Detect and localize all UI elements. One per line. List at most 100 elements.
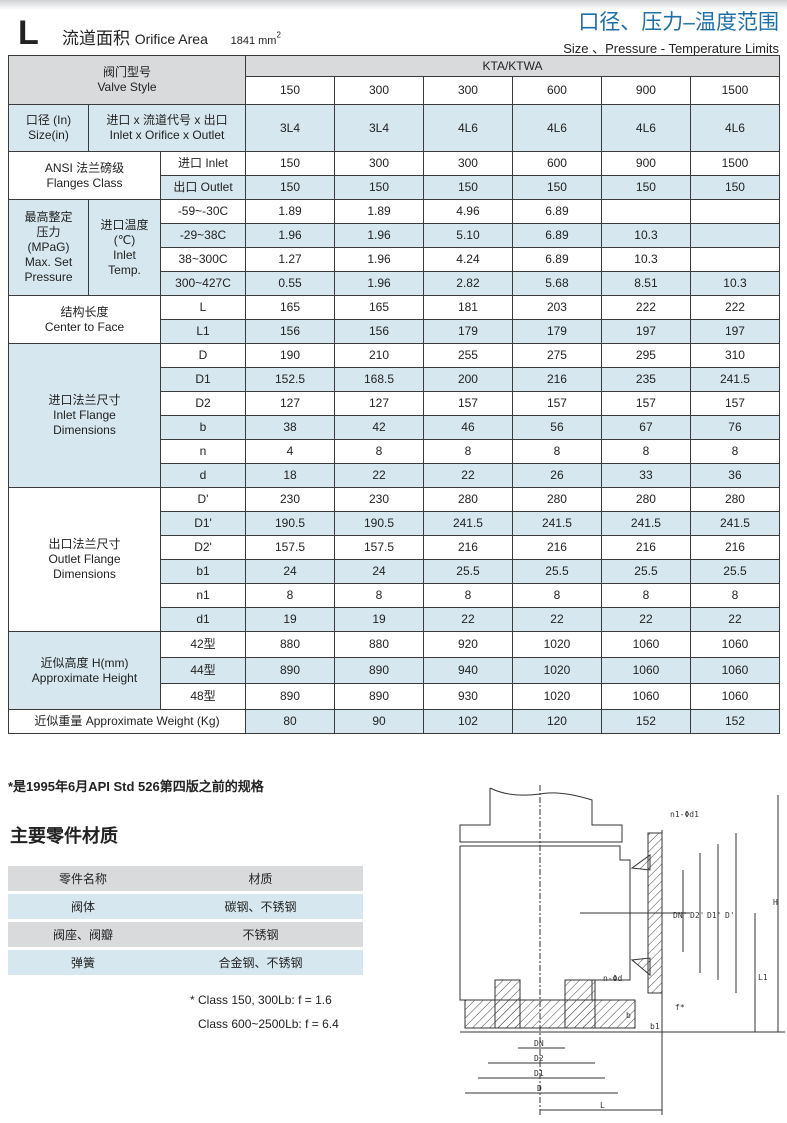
value-cell: 157 (511, 391, 602, 416)
part-name: 阀体 (70, 900, 95, 914)
value-cell: 890 (245, 683, 335, 710)
value-cell: 1020 (511, 683, 602, 710)
value-cell: 1020 (511, 657, 602, 684)
label-nd: n-Φd (603, 974, 622, 983)
value-cell: 8 (600, 439, 691, 464)
value-cell: 22 (422, 463, 513, 488)
orifice-area: 流道面积 Orifice Area 1841 mm2 (62, 24, 281, 49)
value-cell: 241.5 (600, 511, 691, 536)
materials-row: 阀座、阀瓣 不锈钢 (8, 922, 363, 947)
value-cell: 190 (245, 343, 335, 368)
value-cell: 8 (245, 583, 335, 608)
material: 碳钢、不锈钢 (224, 900, 297, 914)
value-cell: 275 (511, 343, 602, 368)
label-f: f* (675, 1003, 685, 1012)
row-label: D2' (159, 535, 247, 560)
value-cell: 24 (245, 559, 335, 584)
value-cell: 8 (334, 583, 424, 608)
row-label: 进口 Inlet (159, 151, 247, 176)
inlet-flange-row: D1 152.5 168.5 200 216 235 241.5 (9, 367, 781, 392)
value-cell: 203 (511, 295, 602, 320)
inlet-flange-row: D2 127 127 157 157 157 157 (9, 391, 781, 416)
class-cell: 600 (511, 76, 602, 105)
value-cell: 241.5 (689, 367, 781, 392)
value-cell: 25.5 (511, 559, 602, 584)
orifice-value: 1841 mm (230, 35, 277, 47)
orifice-cn: 流道面积 (62, 29, 130, 48)
value-cell: 280 (511, 487, 602, 512)
value-cell: 150 (511, 175, 602, 200)
value-cell: 216 (600, 535, 691, 560)
value-cell: 127 (334, 391, 424, 416)
size-sublabel: 进口 x 流道代号 x 出口 Inlet x Orifice x Outlet (87, 104, 247, 152)
value-cell: 25.5 (600, 559, 691, 584)
value-cell: 920 (422, 631, 513, 658)
value-cell: 900 (600, 151, 691, 176)
value-cell: 1020 (511, 631, 602, 658)
value-cell: 150 (245, 175, 335, 200)
label-h: H (773, 898, 778, 907)
valve-style-label: 阀门型号 Valve Style (7, 55, 247, 105)
value-cell: 25.5 (689, 559, 781, 584)
value-cell: 1060 (600, 683, 691, 710)
weight-cell: 120 (511, 709, 602, 734)
value-cell: 216 (511, 535, 602, 560)
weight-cell: 152 (600, 709, 691, 734)
label-d2: D2 (534, 1054, 544, 1063)
header-material: 材质 (248, 872, 273, 886)
value-cell: 10.3 (600, 247, 691, 272)
row-label: D (159, 343, 247, 368)
value-cell: 222 (600, 295, 691, 320)
value-cell: 152.5 (245, 367, 335, 392)
spec-table: 阀门型号 Valve Style KTA/KTWA 150 300 300 600 900 1… (7, 55, 781, 734)
row-label: 出口 Outlet (159, 175, 247, 200)
weight-row: 近似重量 Approximate Weight (Kg) 80 90 102 120 15… (7, 709, 781, 734)
value-cell: 216 (511, 367, 602, 392)
value-cell: 6.89 (511, 199, 602, 224)
height-row: 近似高度 H(mm) Approximate Height 42型 880 880 92… (8, 631, 781, 710)
row-label: d1 (159, 607, 247, 632)
value-cell: 165 (245, 295, 335, 320)
label-l1: L1 (758, 973, 768, 982)
pressure-group-label: 最高整定 压力 (MPaG) Max. Set Pressure (8, 199, 89, 296)
value-cell: 157 (689, 391, 781, 416)
value-cell: 890 (334, 657, 424, 684)
row-label: 300~427C (159, 271, 247, 296)
label-dp: D' (725, 911, 735, 920)
row-label: D2 (159, 391, 247, 416)
size-cell: 4L6 (600, 104, 691, 152)
value-cell: 241.5 (422, 511, 513, 536)
value-cell: 1.96 (334, 247, 424, 272)
value-cell: 19 (245, 607, 335, 632)
row-label: 48型 (159, 683, 247, 710)
inlet-flange-row: 进口法兰尺寸 Inlet Flange Dimensions D 190 210 255… (8, 343, 781, 488)
value-cell: 24 (334, 559, 424, 584)
model-label: KTA/KTWA (245, 55, 780, 77)
center-to-face-row: 结构长度 Center to Face L 165 165 181 203 222 222 (8, 295, 781, 344)
value-cell: 157 (422, 391, 513, 416)
value-cell: 880 (334, 631, 424, 658)
value-cell: 46 (422, 415, 513, 440)
value-cell: 1060 (689, 657, 781, 684)
inlet-temp-label: 进口温度 (℃) Inlet Temp. (88, 199, 161, 296)
value-cell: 2.82 (422, 271, 513, 296)
value-cell: 150 (689, 175, 781, 200)
label-d1: D1 (534, 1069, 544, 1078)
value-cell: 210 (334, 343, 424, 368)
label-dn-out: DN' (673, 911, 687, 920)
value-cell: 22 (422, 607, 513, 632)
row-label: L (159, 295, 247, 320)
label-b: b (626, 1011, 631, 1020)
value-cell: 1060 (600, 657, 691, 684)
value-cell: 22 (511, 607, 602, 632)
pressure-row: -29~38C 1.96 1.96 5.10 6.89 10.3 (9, 223, 781, 248)
row-label: -59~-30C (159, 199, 247, 224)
pressure-row: 300~427C 0.55 1.96 2.82 5.68 8.51 10.3 (9, 271, 781, 296)
size-cell: 3L4 (245, 104, 335, 152)
value-cell: 36 (689, 463, 781, 488)
value-cell: 5.68 (511, 271, 602, 296)
value-cell: 8 (422, 583, 513, 608)
value-cell: 156 (245, 319, 335, 344)
value-cell: 300 (334, 151, 424, 176)
value-cell: 310 (689, 343, 781, 368)
